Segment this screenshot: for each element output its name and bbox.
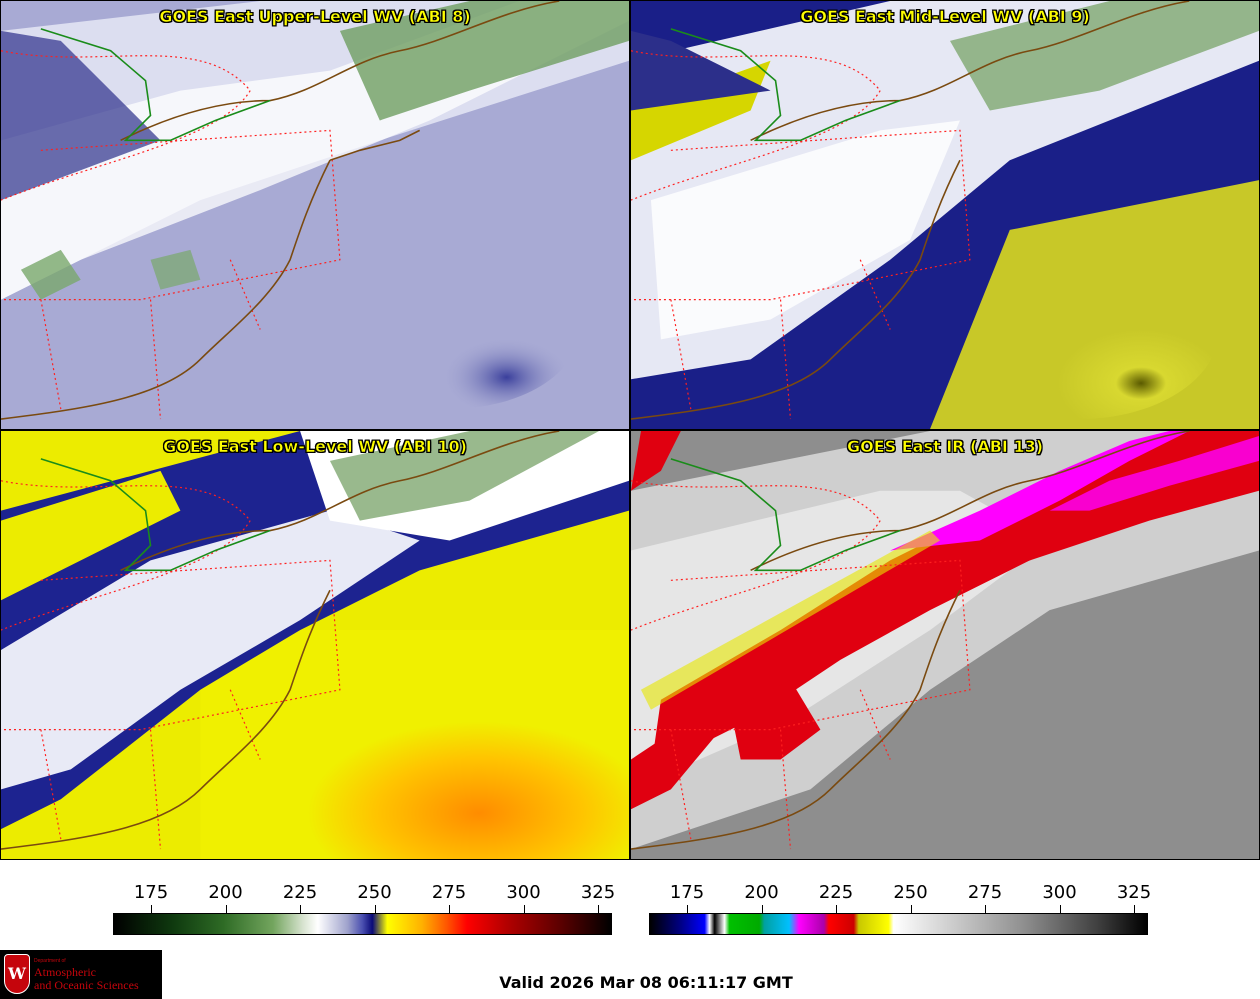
panel-ir: GOES East IR (ABI 13): [630, 430, 1260, 860]
colorbar-tick: [1059, 905, 1061, 913]
panel-title: GOES East Low-Level WV (ABI 10): [163, 437, 467, 457]
colorbar-tick: [300, 905, 301, 913]
uw-crest-icon: W: [4, 954, 30, 994]
colorbar-tick: [836, 905, 837, 913]
colorbar-tick: [985, 905, 986, 913]
colorbar-tick-label: 300: [506, 882, 541, 903]
colorbar-tick-label: 325: [580, 882, 616, 903]
logo-line-1: Atmospheric: [34, 965, 96, 979]
valid-time: Valid 2026 Mar 08 06:11:17 GMT: [499, 973, 793, 992]
colorbar-tick-label: 300: [1042, 882, 1077, 903]
colorbar-tick: [225, 905, 227, 913]
colorbar-tick: [374, 905, 376, 913]
colorbar-tick-label: 175: [133, 882, 169, 903]
panel-title: GOES East Upper-Level WV (ABI 8): [159, 7, 471, 27]
ir-imagery: [631, 431, 1259, 859]
colorbar-tick: [910, 905, 912, 913]
upper-level-wv-imagery: [1, 1, 629, 429]
low-level-wv-imagery: [1, 431, 629, 859]
colorbar-tick: [523, 905, 525, 913]
colorbar-tick-label: 250: [357, 882, 392, 903]
colorbar-tick: [687, 905, 688, 913]
logo-line-2: and Oceanic Sciences: [34, 978, 139, 992]
ir-colorbar-gradient: [649, 913, 1148, 935]
panel-title: GOES East Mid-Level WV (ABI 9): [800, 7, 1090, 27]
wv-colorbar: 175 200 225 250 275 300 325: [113, 880, 616, 940]
colorbar-tick: [1134, 905, 1135, 913]
colorbar-tick-label: 200: [744, 882, 779, 903]
colorbar-tick: [151, 905, 152, 913]
panel-low-level-wv: GOES East Low-Level WV (ABI 10): [0, 430, 630, 860]
logo-dept-line: Department of: [34, 958, 66, 964]
colorbar-tick-label: 225: [282, 882, 318, 903]
colorbar-tick-label: 225: [818, 882, 854, 903]
aos-logo: W Department of Atmospheric and Oceanic …: [0, 950, 162, 999]
colorbar-tick-label: 175: [669, 882, 705, 903]
colorbar-tick-label: 275: [967, 882, 1003, 903]
colorbar-tick: [449, 905, 450, 913]
panel-upper-level-wv: GOES East Upper-Level WV (ABI 8): [0, 0, 630, 430]
colorbar-tick-label: 275: [431, 882, 467, 903]
colorbar-tick-label: 325: [1116, 882, 1152, 903]
mid-level-wv-imagery: [631, 1, 1259, 429]
colorbar-tick-label: 250: [893, 882, 928, 903]
colorbar-tick-label: 200: [208, 882, 243, 903]
wv-colorbar-gradient: [113, 913, 612, 935]
ir-colorbar: 175 200 225 250 275 300 325: [649, 880, 1152, 940]
panel-title: GOES East IR (ABI 13): [846, 437, 1044, 457]
colorbar-tick: [598, 905, 599, 913]
colorbar-tick: [761, 905, 763, 913]
panel-mid-level-wv: GOES East Mid-Level WV (ABI 9): [630, 0, 1260, 430]
